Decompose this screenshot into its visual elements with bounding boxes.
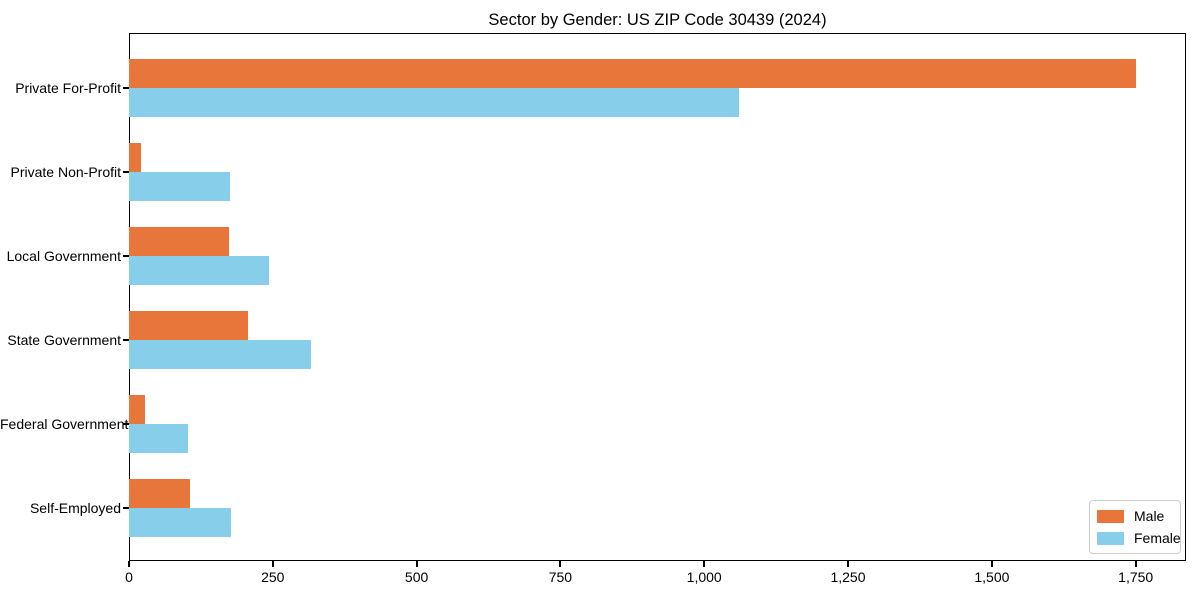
x-tick-mark (703, 561, 706, 567)
bar-female-local-government (129, 256, 269, 285)
x-tick-label-1250: 1,250 (830, 569, 866, 585)
y-tick-label-federal-government: Federal Government (0, 416, 129, 432)
bar-female-state-government (129, 340, 312, 369)
female-swatch-icon (1097, 531, 1124, 545)
chart-title: Sector by Gender: US ZIP Code 30439 (202… (488, 11, 827, 29)
x-tick-mark (271, 561, 274, 567)
x-tick-label-500: 500 (404, 569, 429, 585)
y-tick-mark (123, 171, 129, 173)
x-tick-mark (1134, 561, 1137, 567)
y-tick-label-local-government: Local Government (6, 248, 121, 264)
x-tick-label-250: 250 (261, 569, 285, 585)
y-tick-mark (123, 507, 129, 509)
bar-male-state-government (129, 311, 249, 340)
y-tick-label-self-employed: Self-Employed (29, 500, 121, 516)
bar-female-self-employed (129, 508, 231, 537)
x-tick-mark (415, 561, 418, 567)
bar-male-private-for-profit (129, 59, 1136, 88)
y-tick-label-private-non-profit: Private Non-Profit (10, 164, 121, 180)
y-tick-mark (123, 255, 129, 257)
y-tick-label-state-government: State Government (7, 332, 121, 348)
bar-male-federal-government (129, 395, 146, 424)
x-tick-mark (990, 561, 993, 567)
x-tick-label-0: 0 (125, 569, 133, 585)
legend-item-female: Female (1097, 529, 1181, 547)
bar-female-private-for-profit (129, 88, 739, 117)
bar-female-private-non-profit (129, 172, 230, 201)
bar-female-federal-government (129, 424, 189, 453)
plot-area: Male Female (129, 33, 1186, 561)
y-tick-label-private-for-profit: Private For-Profit (15, 80, 121, 96)
x-tick-mark (128, 561, 130, 567)
x-tick-mark (847, 561, 849, 567)
legend: Male Female (1089, 500, 1181, 554)
x-tick-label-1000: 1,000 (686, 569, 722, 585)
x-tick-mark (559, 561, 562, 567)
bar-male-self-employed (129, 479, 190, 508)
bar-male-local-government (129, 227, 229, 256)
y-tick-mark (123, 339, 129, 341)
legend-item-male: Male (1097, 507, 1172, 525)
legend-label-female: Female (1134, 530, 1181, 546)
bar-male-private-non-profit (129, 143, 141, 172)
legend-label-male: Male (1134, 508, 1165, 524)
x-tick-label-1500: 1,500 (974, 569, 1010, 585)
y-tick-mark (123, 87, 129, 89)
x-tick-label-750: 750 (548, 569, 573, 585)
x-tick-label-1750: 1,750 (1118, 569, 1154, 585)
male-swatch-icon (1097, 509, 1124, 523)
y-tick-mark (123, 423, 129, 425)
